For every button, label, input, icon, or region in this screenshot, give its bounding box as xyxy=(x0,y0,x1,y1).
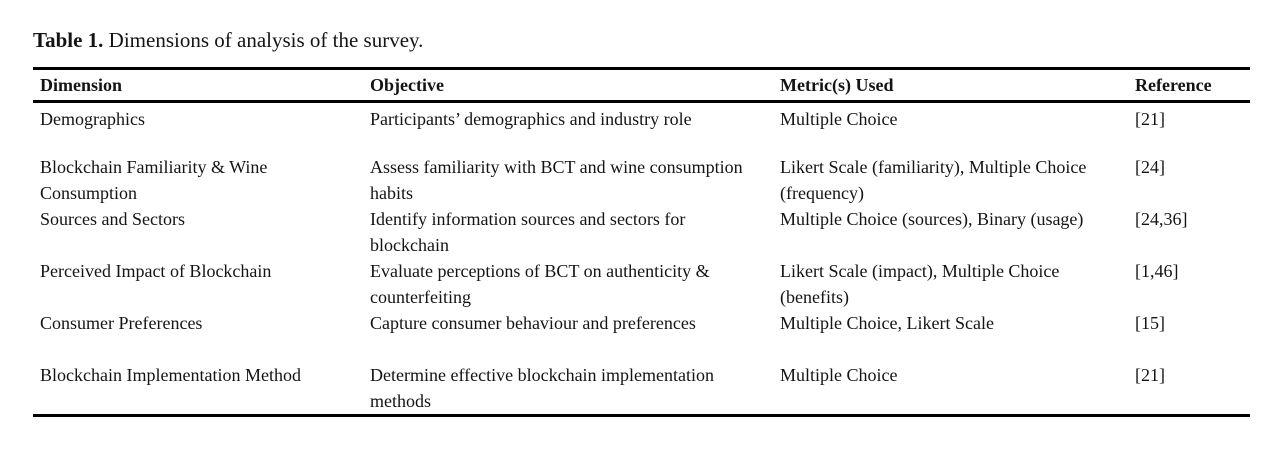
cell-objective: Evaluate perceptions of BCT on authentic… xyxy=(370,260,710,307)
table-row: Blockchain Familiarity & Wine Consumptio… xyxy=(33,154,1250,206)
cell-dimension: Consumer Preferences xyxy=(40,312,203,333)
table-caption-label: Table 1. xyxy=(33,28,104,52)
table-row: Sources and Sectors Identify information… xyxy=(33,206,1250,258)
survey-dimensions-table: Dimension Objective Metric(s) Used Refer… xyxy=(33,67,1250,417)
column-header-reference: Reference xyxy=(1128,68,1250,103)
table-row: Consumer Preferences Capture consumer be… xyxy=(33,310,1250,362)
cell-dimension: Perceived Impact of Blockchain xyxy=(40,260,272,281)
cell-reference: [21] xyxy=(1135,109,1165,129)
cell-dimension: Blockchain Familiarity & Wine Consumptio… xyxy=(40,156,268,203)
table-caption: Table 1. Dimensions of analysis of the s… xyxy=(33,28,423,52)
cell-reference: [21] xyxy=(1135,364,1165,385)
cell-metrics: Multiple Choice, Likert Scale xyxy=(780,312,994,333)
cell-metrics: Likert Scale (familiarity), Multiple Cho… xyxy=(780,156,1087,203)
cell-dimension: Sources and Sectors xyxy=(40,208,185,229)
cell-dimension: Blockchain Implementation Method xyxy=(40,364,301,385)
cell-metrics: Multiple Choice (sources), Binary (usage… xyxy=(780,208,1084,229)
table-row: Demographics Participants’ demographics … xyxy=(33,102,1250,154)
cell-dimension: Demographics xyxy=(40,109,145,129)
cell-reference: [24] xyxy=(1135,156,1165,177)
cell-reference: [24,36] xyxy=(1135,208,1188,229)
cell-metrics: Multiple Choice xyxy=(780,109,898,129)
cell-metrics: Likert Scale (impact), Multiple Choice (… xyxy=(780,260,1060,307)
table-row: Blockchain Implementation Method Determi… xyxy=(33,362,1250,416)
cell-reference: [1,46] xyxy=(1135,260,1179,281)
table-header-row: Dimension Objective Metric(s) Used Refer… xyxy=(33,68,1250,103)
table-row: Perceived Impact of Blockchain Evaluate … xyxy=(33,258,1250,310)
cell-objective: Determine effective blockchain implement… xyxy=(370,364,715,411)
column-header-dimension: Dimension xyxy=(33,68,363,103)
column-header-metrics: Metric(s) Used xyxy=(773,68,1128,103)
cell-objective: Identify information sources and sectors… xyxy=(370,208,686,255)
table-caption-text: Dimensions of analysis of the survey. xyxy=(103,28,424,52)
cell-objective: Assess familiarity with BCT and wine con… xyxy=(370,156,743,203)
cell-objective: Capture consumer behaviour and preferenc… xyxy=(370,312,696,333)
cell-objective: Participants’ demographics and industry … xyxy=(370,109,692,129)
cell-reference: [15] xyxy=(1135,312,1165,333)
cell-metrics: Multiple Choice xyxy=(780,364,898,385)
column-header-objective: Objective xyxy=(363,68,773,103)
